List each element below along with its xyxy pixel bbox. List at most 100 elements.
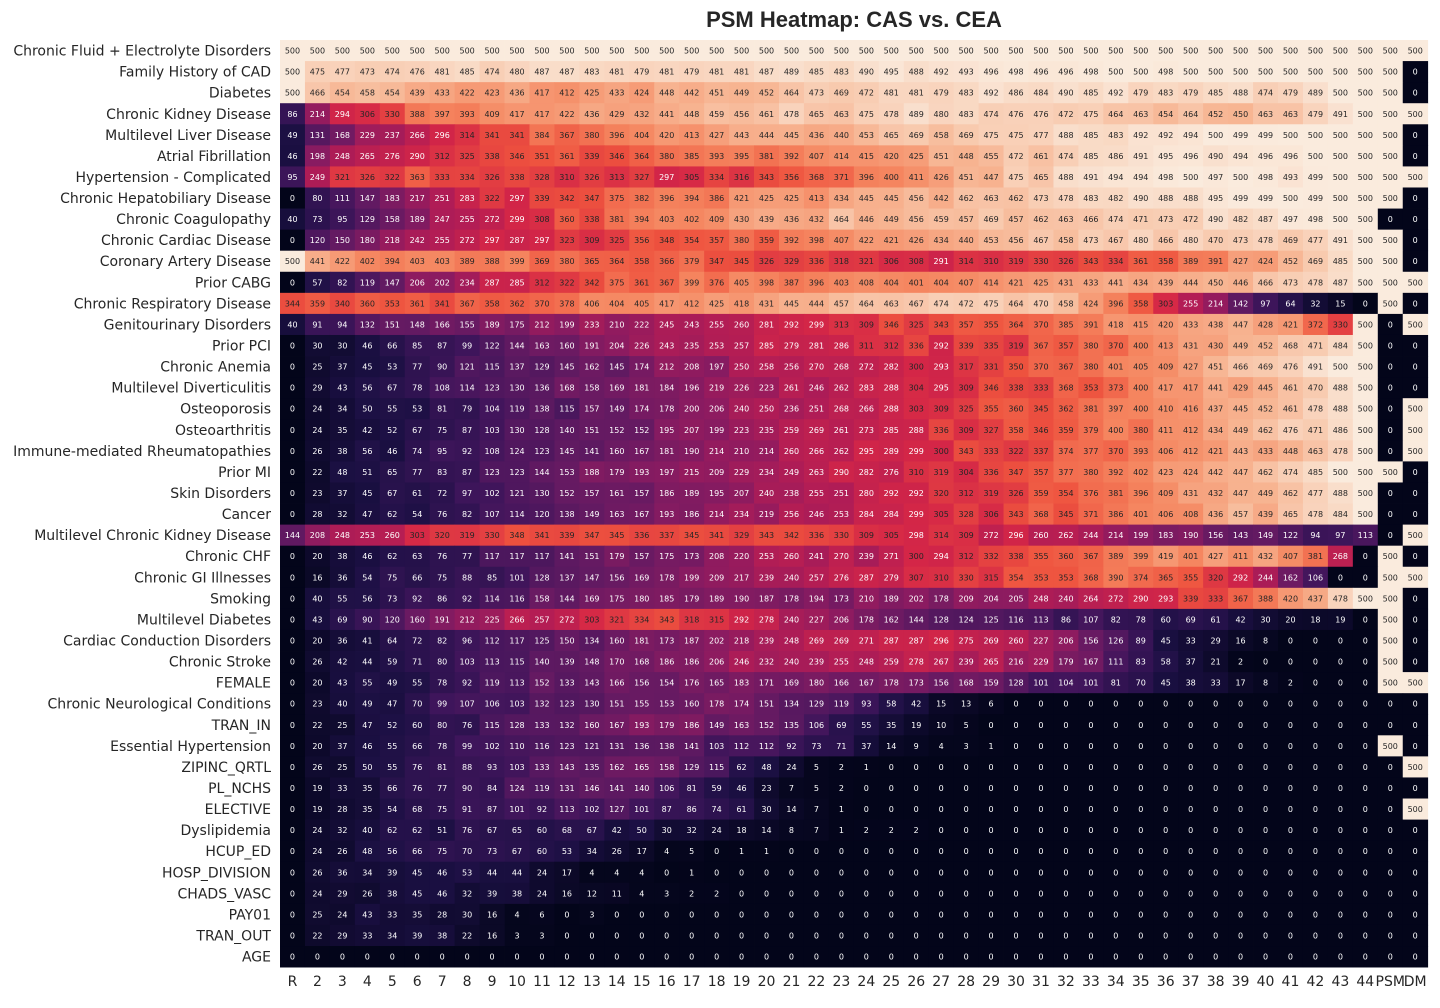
cell-value-label: 0 [1388,868,1393,877]
cell-value-label: 0 [889,763,894,772]
cell-value-label: 463 [1283,110,1298,119]
cell-value-label: 500 [1358,47,1373,56]
cell-value-label: 0 [290,868,295,877]
cell-value-label: 420 [1158,320,1173,329]
cell-value-label: 120 [534,510,549,519]
cell-value-label: 80 [437,721,447,730]
heatmap-cell [729,166,755,188]
cell-value-label: 0 [1013,889,1018,898]
cell-value-label: 483 [584,68,599,77]
heatmap-cell [1377,250,1404,273]
cell-value-label: 407 [834,236,849,245]
heatmap-cell [1253,40,1279,62]
cell-value-label: 186 [684,510,699,519]
cell-value-label: 123 [559,742,574,751]
cell-value-label: 75 [387,573,397,582]
cell-value-label: 198 [310,152,325,161]
heatmap-cell [903,166,930,188]
cell-value-label: 500 [1383,131,1398,140]
cell-value-label: 422 [459,89,474,98]
cell-value-label: 427 [1183,363,1198,372]
cell-value-label: 449 [884,215,899,224]
heatmap-cell [554,103,580,125]
cell-value-label: 0 [1413,342,1418,351]
cell-value-label: 178 [884,679,899,688]
cell-value-label: 0 [290,573,295,582]
cell-value-label: 451 [709,89,724,98]
cell-value-label: 162 [1283,573,1298,582]
cell-value-label: 330 [958,573,973,582]
cell-value-label: 269 [983,637,998,646]
cell-value-label: 472 [958,299,973,308]
cell-value-label: 0 [1363,931,1368,940]
cell-value-label: 0 [1413,468,1418,477]
cell-value-label: 107 [484,510,499,519]
cell-value-label: 310 [983,257,998,266]
cell-value-label: 75 [437,847,447,856]
cell-value-label: 371 [1083,510,1098,519]
heatmap-cell [1178,145,1204,167]
cell-value-label: 67 [512,847,522,856]
heatmap-cell [1402,166,1429,188]
cell-value-label: 472 [1008,152,1023,161]
cell-value-label: 370 [1108,447,1123,456]
heatmap-cell [754,313,780,336]
heatmap-cell [1178,229,1204,252]
cell-value-label: 249 [310,173,325,182]
heatmap-cell [404,271,431,294]
cell-value-label: 145 [559,447,574,456]
cell-value-label: 55 [861,721,871,730]
cell-value-label: 294 [934,552,949,561]
cell-value-label: 253 [709,342,724,351]
row-label: PAY01 [229,907,271,923]
cell-value-label: 343 [759,531,774,540]
heatmap-cell [654,313,680,336]
cell-value-label: 485 [1308,468,1323,477]
heatmap-cell [304,166,331,188]
heatmap-cell [429,208,456,231]
heatmap-cell [1377,82,1404,104]
column-label: 17 [683,974,701,990]
cell-value-label: 355 [1033,552,1048,561]
cell-value-label: 32 [1310,299,1320,308]
cell-value-label: 336 [809,531,824,540]
cell-value-label: 0 [914,805,919,814]
cell-value-label: 496 [1033,68,1048,77]
cell-value-label: 117 [534,552,549,561]
heatmap-cell [679,292,705,315]
cell-value-label: 473 [1158,215,1173,224]
cell-value-label: 179 [609,552,624,561]
cell-value-label: 447 [1233,468,1248,477]
heatmap-cell [379,166,406,188]
heatmap-cell [1003,208,1029,231]
heatmap-cell [304,124,331,146]
cell-value-label: 260 [385,531,400,540]
cell-value-label: 64 [1285,299,1295,308]
cell-value-label: 307 [909,573,924,582]
heatmap-cell [928,229,955,252]
cell-value-label: 125 [983,615,998,624]
heatmap-cell [1228,124,1254,146]
column-label: 8 [463,974,472,990]
cell-value-label: 500 [1383,742,1398,751]
cell-value-label: 368 [1033,510,1048,519]
cell-value-label: 124 [509,447,524,456]
heatmap-cell [1078,334,1104,357]
cell-value-label: 184 [659,384,674,393]
cell-value-label: 0 [1388,320,1393,329]
cell-value-label: 87 [462,468,472,477]
cell-value-label: 0 [1413,299,1418,308]
heatmap-cell [1103,166,1129,188]
cell-value-label: 0 [1388,953,1393,962]
cell-value-label: 484 [1333,510,1348,519]
heatmap-cell [1228,250,1254,273]
row-label: Hypertension - Complicated [75,170,271,186]
cell-value-label: 436 [809,131,824,140]
cell-value-label: 473 [809,89,824,98]
cell-value-label: 400 [884,173,899,182]
heatmap-cell [1402,271,1429,294]
cell-value-label: 26 [312,763,322,772]
cell-value-label: 17 [637,847,647,856]
cell-value-label: 99 [437,700,447,709]
cell-value-label: 445 [884,194,899,203]
